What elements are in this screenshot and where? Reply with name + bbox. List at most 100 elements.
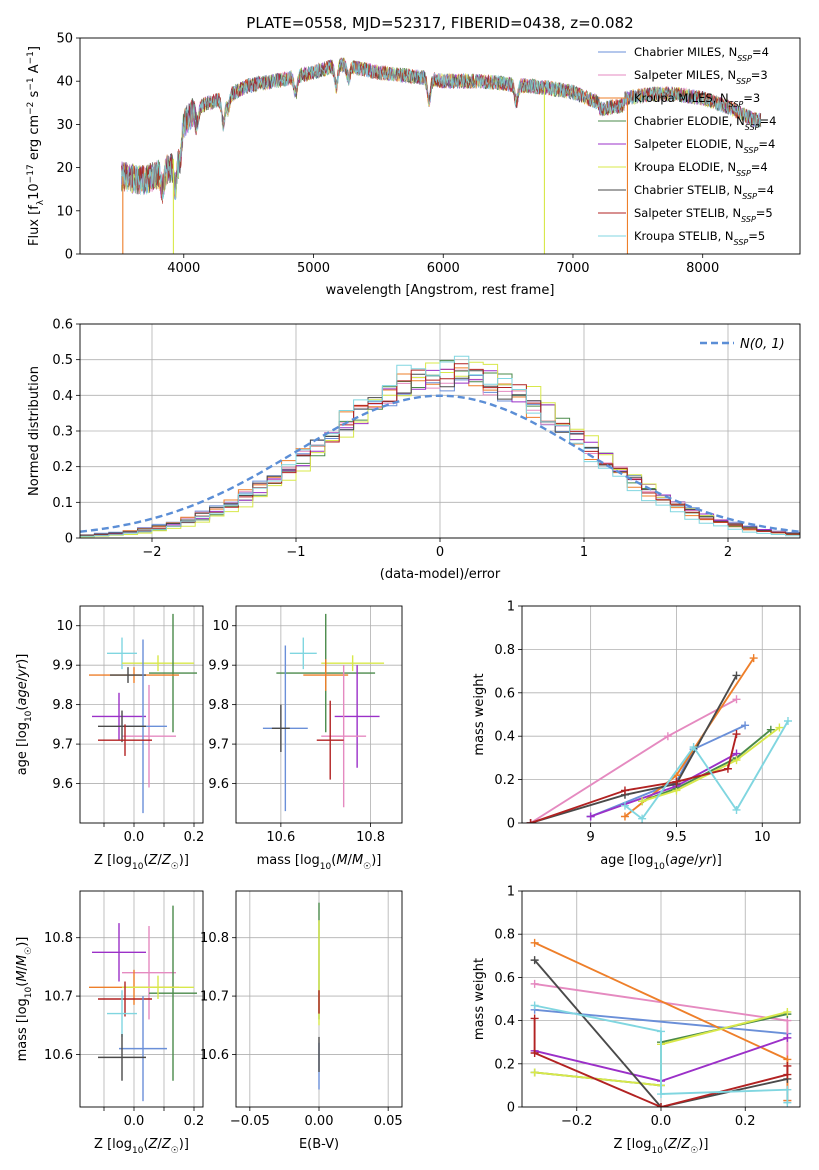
legend-suffix: =4 [752,45,769,59]
y-tick-label: 9.7 [208,738,229,753]
x-tick-label: 4000 [167,261,200,276]
y-tick-label: 0.6 [494,686,515,701]
panel-spectrum: 4000 5000 6000 7000 8000 0 10 20 30 40 50 PLATE=055… [26,14,801,298]
weight-marker [530,1068,539,1077]
y-tick-label: 10.6 [200,1048,229,1063]
legend-sub: SSP [742,192,757,201]
y-tick-label: 10.7 [200,990,229,1005]
label-part: ☉ [171,862,179,872]
panel-mass_vs_ebv: −0.05 0.00 0.05 10.6 10.7 10.8 [200,890,403,1129]
label-part: Z [161,1137,172,1152]
legend-label: Salpeter MILES, NSSP=3 [634,68,768,86]
x-axis-label: Z [log10(Z/Z☉)] [614,1137,709,1156]
y-tick-label: 0.4 [494,730,515,745]
label-part: λ [36,199,46,205]
label-part: )] [179,853,189,868]
weight-marker [657,1103,665,1107]
x-axis-label: wavelength [Angstrom, rest frame] [326,283,555,298]
y-tick-label: 10 [56,619,73,634]
label-part: 10 [653,862,665,872]
spectrum-line-salpeter-stelib [121,57,762,204]
y-axis-label: mass [log10(M/M☉)] [15,937,34,1062]
plot-area [262,613,385,812]
y-tick-label: 10 [212,619,229,634]
x-tick-label: 7000 [556,261,589,276]
x-axis-label: Z [log10(Z/Z☉)] [94,1137,189,1156]
x-tick-label: −0.2 [561,1114,593,1129]
x-tick-label: 0.00 [305,1114,334,1129]
legend-suffix: =3 [751,68,768,82]
x-tick-label: −1 [286,545,305,560]
weight-line-salpeter-miles [530,698,737,823]
weight-line-chabrier-stelib [533,959,788,1107]
weight-marker [530,938,539,947]
axes-frame [521,890,801,1108]
x-tick-label: 6000 [427,261,460,276]
label-part: mass [log [257,853,320,868]
x-tick-label: 0.05 [374,1114,403,1129]
weight-marker [783,1070,792,1079]
weight-marker [689,743,698,752]
label-part: ( [15,982,30,987]
plot-area [121,57,762,254]
x-tick-label: 0.0 [124,1114,145,1129]
x-axis-label: Z [log10(Z/Z☉)] [94,853,189,872]
y-tick-label: 10.7 [44,990,73,1005]
label-part: Z [log [94,1137,132,1152]
histogram-kroupa-stelib [80,355,800,538]
legend-prefix: Chabrier ELODIE, N [634,114,745,128]
y-tick-label: 9.7 [52,738,73,753]
y-tick-label: 1 [507,600,515,615]
panel-residuals: −2 −1 0 1 2 0 0.1 0.2 0.3 0.4 0.5 0.6 (data-model)/e… [27,318,801,582]
weight-marker [732,756,741,765]
weight-marker [783,1061,792,1070]
legend-sub: SSP [741,215,756,224]
legend-prefix: Kroupa STELIB, N [634,229,734,243]
x-tick-label: 10.6 [266,830,295,845]
label-part: 10 [24,710,34,722]
legend-label: Kroupa MILES, NSSP=3 [634,91,760,109]
axes-frame [79,890,204,1108]
x-tick-label: 2 [724,545,732,560]
chart-title: PLATE=0558, MJD=52317, FIBERID=0438, z=0… [246,14,633,32]
y-tick-label: 0.8 [494,643,515,658]
legend-prefix: Kroupa ELODIE, N [634,160,736,174]
y-tick-label: 0.2 [494,773,515,788]
legend-sub: SSP [744,146,759,155]
y-tick-label: 0.4 [52,389,73,404]
legend-suffix: =5 [756,206,773,220]
grid [236,606,402,823]
weight-marker [783,1098,792,1107]
weight-marker [775,723,784,732]
label-part: A [27,64,42,77]
x-tick-label: 0 [436,545,444,560]
label-part: )] [15,937,30,947]
axes-frame [79,605,204,824]
legend-label: Kroupa ELODIE, NSSP=4 [634,160,768,178]
grid [80,606,203,823]
label-part: ☉ [690,1146,698,1156]
label-part: −1 [26,77,36,90]
y-tick-label: 9.6 [52,777,73,792]
y-tick-label: 9.9 [52,659,73,674]
weight-marker [732,730,741,739]
y-tick-label: 0 [507,817,515,832]
legend-sub: SSP [729,100,744,109]
label-part: M [15,955,30,966]
panel-weight_vs_Z: −0.2 0.0 0.200.20.40.60.81Z [log10(Z/Z☉)]m… [472,885,801,1156]
weight-marker [530,956,539,965]
weight-marker [530,1049,539,1057]
x-axis-label: mass [log10(M/M☉)] [257,853,382,872]
legend-suffix: =4 [758,137,775,151]
label-part: ( [15,706,30,711]
label-part: s [27,90,42,101]
plot-area [530,938,792,1107]
y-tick-label: 10.8 [44,931,73,946]
label-part: Z [161,853,172,868]
legend-sub: SSP [736,77,751,86]
label-part: mass [log [15,998,30,1061]
axes-frame [521,605,801,824]
label-part: M [336,853,347,868]
